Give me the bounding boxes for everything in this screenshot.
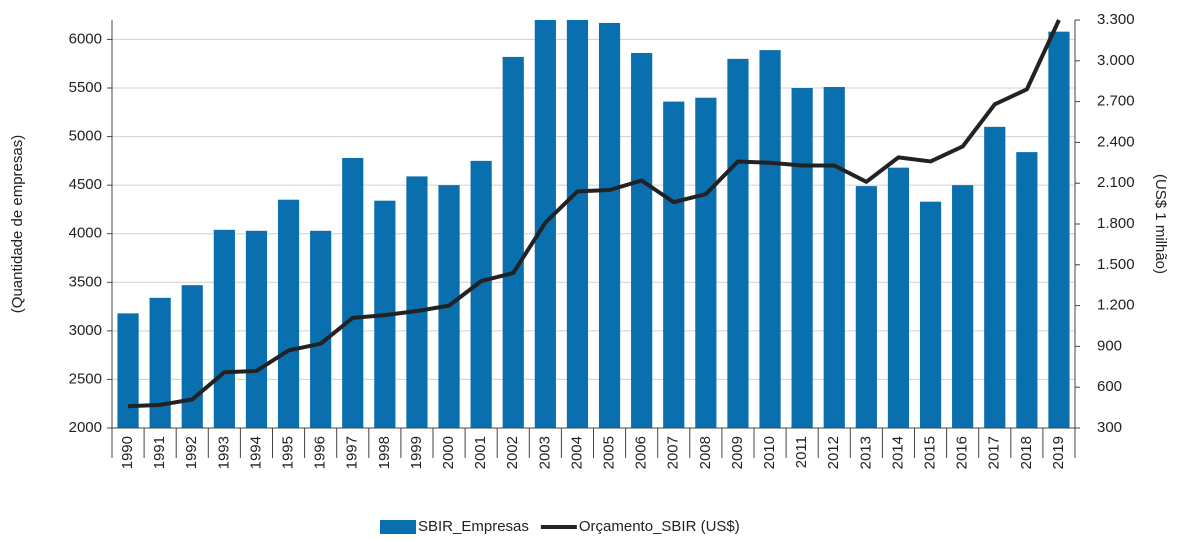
bar xyxy=(823,87,845,429)
bar xyxy=(663,101,685,428)
bar xyxy=(1048,31,1070,429)
y-tick-label: 2000 xyxy=(69,419,102,436)
bar xyxy=(406,176,428,428)
y2-tick-label: 2.400 xyxy=(1097,133,1135,150)
y-tick-label: 6000 xyxy=(69,30,102,47)
x-tick-label: 2012 xyxy=(825,436,842,469)
y-tick-label: 5500 xyxy=(69,79,102,96)
x-tick-label: 2019 xyxy=(1050,436,1067,469)
bar xyxy=(759,50,781,428)
y2-tick-label: 600 xyxy=(1097,378,1122,395)
bar xyxy=(117,313,139,428)
x-tick-label: 1993 xyxy=(215,436,232,469)
y-tick-label: 4500 xyxy=(69,176,102,193)
bar xyxy=(598,22,621,429)
y2-tick-label: 1.500 xyxy=(1097,256,1135,273)
y-axis-label: (Quantidade de empresas) xyxy=(9,135,26,313)
x-tick-label: 1999 xyxy=(408,436,425,469)
x-tick-label: 2002 xyxy=(504,436,521,469)
x-tick-label: 2009 xyxy=(729,436,746,469)
bar xyxy=(470,160,492,428)
x-tick-label: 1998 xyxy=(376,436,393,469)
bar xyxy=(310,230,332,428)
bar xyxy=(919,201,942,428)
x-tick-label: 2016 xyxy=(954,436,971,469)
legend-label: SBIR_Empresas xyxy=(418,518,529,535)
bar xyxy=(855,186,877,428)
bar xyxy=(791,88,813,428)
bar xyxy=(952,185,974,428)
y2-tick-label: 900 xyxy=(1097,337,1122,354)
x-tick-label: 2006 xyxy=(633,436,650,469)
y2-axis-label: (US$ 1 milhão) xyxy=(1152,174,1169,274)
bar xyxy=(631,53,653,429)
y2-tick-label: 2.700 xyxy=(1097,93,1135,110)
bar xyxy=(213,229,235,428)
x-tick-label: 1995 xyxy=(280,436,297,469)
x-tick-label: 1996 xyxy=(312,436,329,469)
x-tick-label: 2010 xyxy=(761,436,778,469)
x-tick-label: 1997 xyxy=(344,436,361,469)
y2-tick-label: 3.000 xyxy=(1097,52,1135,69)
x-tick-label: 2003 xyxy=(536,436,553,469)
y2-tick-label: 1.200 xyxy=(1097,297,1135,314)
x-tick-label: 1990 xyxy=(119,436,136,469)
x-tick-label: 2017 xyxy=(986,436,1003,469)
x-tick-label: 2007 xyxy=(665,436,682,469)
y-tick-label: 3000 xyxy=(69,322,102,339)
x-tick-label: 2013 xyxy=(857,436,874,469)
bar xyxy=(566,20,589,428)
y2-tick-label: 2.100 xyxy=(1097,174,1135,191)
bar xyxy=(727,58,749,428)
x-tick-label: 2000 xyxy=(440,436,457,469)
bar xyxy=(342,157,364,428)
y-tick-label: 5000 xyxy=(69,128,102,145)
x-tick-label: 2018 xyxy=(1018,436,1035,469)
bar xyxy=(149,297,171,428)
x-tick-label: 2011 xyxy=(793,436,810,468)
y2-tick-label: 1.800 xyxy=(1097,215,1135,232)
bar xyxy=(277,199,300,428)
y-tick-label: 4000 xyxy=(69,225,102,242)
x-tick-label: 2004 xyxy=(568,436,585,469)
x-tick-label: 1994 xyxy=(247,436,264,469)
bar xyxy=(1016,152,1038,428)
x-tick-label: 2001 xyxy=(472,436,489,469)
legend-swatch xyxy=(380,520,416,534)
legend-label: Orçamento_SBIR (US$) xyxy=(579,518,740,535)
bar xyxy=(887,167,910,428)
x-tick-label: 2005 xyxy=(601,436,618,469)
bar xyxy=(181,285,203,428)
bar xyxy=(984,126,1006,428)
x-tick-label: 2008 xyxy=(697,436,714,469)
y-tick-label: 3500 xyxy=(69,273,102,290)
bar xyxy=(502,56,524,429)
y-tick-label: 2500 xyxy=(69,370,102,387)
line xyxy=(127,19,1061,409)
bar xyxy=(245,230,268,428)
x-tick-label: 2015 xyxy=(922,436,939,469)
y2-tick-label: 300 xyxy=(1097,419,1122,436)
bar xyxy=(695,97,717,428)
x-tick-label: 2014 xyxy=(889,436,906,469)
x-tick-label: 1992 xyxy=(183,436,200,469)
x-tick-label: 1991 xyxy=(151,436,168,469)
y2-tick-label: 3.300 xyxy=(1097,11,1135,28)
